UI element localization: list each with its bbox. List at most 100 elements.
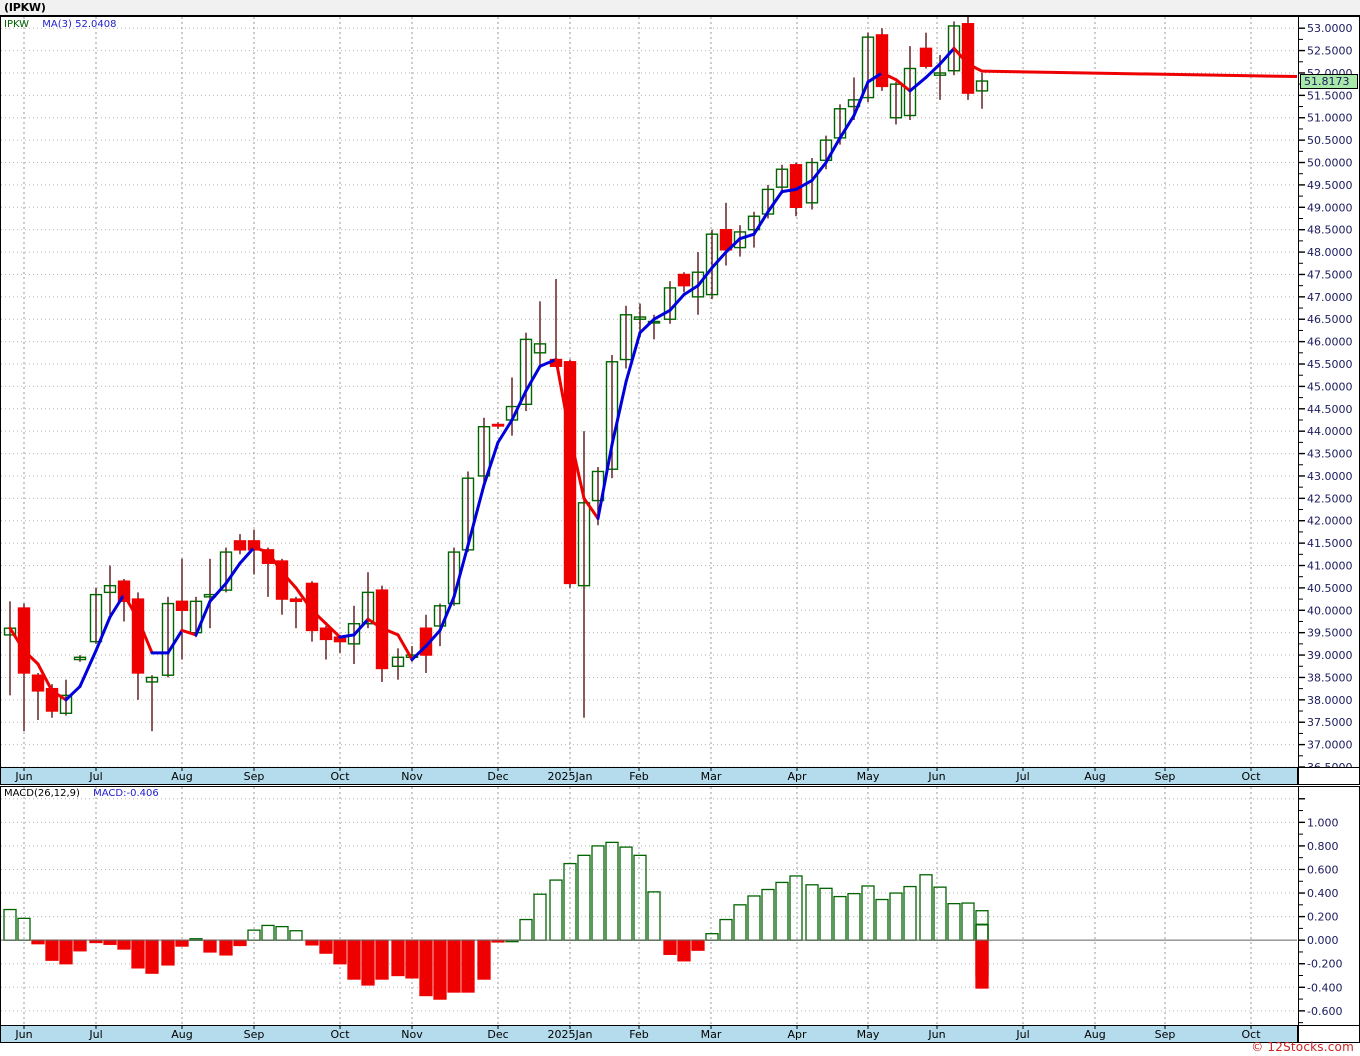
svg-text:46.5000: 46.5000 — [1307, 313, 1353, 326]
svg-text:51.0000: 51.0000 — [1307, 112, 1353, 125]
svg-text:-0.200: -0.200 — [1307, 958, 1342, 971]
svg-text:52.5000: 52.5000 — [1307, 45, 1353, 58]
svg-text:Apr: Apr — [787, 770, 807, 783]
svg-text:Sep: Sep — [1155, 1028, 1176, 1041]
svg-text:Jun: Jun — [927, 770, 945, 783]
current-price-badge: 51.8173 — [1300, 73, 1358, 89]
svg-text:1.000: 1.000 — [1307, 816, 1339, 829]
svg-text:38.0000: 38.0000 — [1307, 694, 1353, 707]
svg-text:41.0000: 41.0000 — [1307, 560, 1353, 573]
svg-text:50.5000: 50.5000 — [1307, 134, 1353, 147]
svg-text:Nov: Nov — [401, 770, 423, 783]
svg-text:2025Jan: 2025Jan — [548, 1028, 593, 1041]
price-x-axis: Jun Jul Aug Sep Oct Nov Dec 2025Jan Feb Mar Apr May… — [0, 768, 1298, 785]
price-legend-ma-value: 52.0408 — [75, 19, 117, 30]
macd-legend-value: MACD:-0.406 — [93, 788, 159, 799]
svg-text:Aug: Aug — [1084, 1028, 1105, 1041]
macd-legend: MACD(26,12,9) MACD:-0.406 — [4, 788, 159, 799]
svg-text:Oct: Oct — [1241, 770, 1261, 783]
macd-x-axis: Jun Jul Aug Sep Oct Nov Dec 2025Jan Feb Mar Apr May… — [0, 1026, 1298, 1043]
price-legend-symbol: IPKW — [4, 19, 30, 30]
svg-text:0.200: 0.200 — [1307, 911, 1339, 924]
macd-axis-canvas: 1.000 0.800 0.600 0.400 0.200 0.000 -0.200 -0.4… — [1299, 798, 1342, 1024]
svg-text:Oct: Oct — [1241, 1028, 1261, 1041]
svg-text:43.5000: 43.5000 — [1307, 448, 1353, 461]
svg-text:Nov: Nov — [401, 1028, 423, 1041]
macd-chart-canvas — [1, 787, 1297, 1025]
svg-text:Jul: Jul — [88, 770, 102, 783]
svg-text:39.0000: 39.0000 — [1307, 649, 1353, 662]
price-legend-ma-label: MA(3) — [42, 19, 72, 30]
svg-text:Dec: Dec — [487, 1028, 508, 1041]
svg-text:53.0000: 53.0000 — [1307, 22, 1353, 35]
svg-text:38.5000: 38.5000 — [1307, 671, 1353, 684]
svg-text:44.5000: 44.5000 — [1307, 403, 1353, 416]
price-x-axis-corner — [1298, 768, 1360, 785]
svg-text:37.5000: 37.5000 — [1307, 716, 1353, 729]
svg-text:44.0000: 44.0000 — [1307, 425, 1353, 438]
svg-text:Mar: Mar — [701, 770, 722, 783]
svg-text:Apr: Apr — [787, 1028, 807, 1041]
svg-text:2025Jan: 2025Jan — [548, 770, 593, 783]
svg-text:40.5000: 40.5000 — [1307, 582, 1353, 595]
svg-text:Feb: Feb — [629, 770, 648, 783]
svg-text:Jul: Jul — [88, 1028, 102, 1041]
svg-text:Jul: Jul — [1015, 770, 1029, 783]
svg-text:Jun: Jun — [927, 1028, 945, 1041]
macd-legend-label: MACD(26,12,9) — [4, 788, 80, 799]
price-legend: IPKW MA(3) 52.0408 — [4, 19, 116, 30]
svg-text:37.0000: 37.0000 — [1307, 739, 1353, 752]
svg-text:Mar: Mar — [701, 1028, 722, 1041]
svg-text:45.0000: 45.0000 — [1307, 380, 1353, 393]
svg-text:49.0000: 49.0000 — [1307, 201, 1353, 214]
svg-text:Sep: Sep — [244, 770, 265, 783]
svg-text:36.5000: 36.5000 — [1307, 761, 1353, 767]
macd-chart-panel[interactable] — [0, 786, 1298, 1026]
price-x-axis-canvas: Jun Jul Aug Sep Oct Nov Dec 2025Jan Feb Mar Apr May… — [14, 768, 1261, 783]
svg-text:-0.400: -0.400 — [1307, 981, 1342, 994]
svg-text:Aug: Aug — [171, 770, 192, 783]
svg-text:48.5000: 48.5000 — [1307, 224, 1353, 237]
svg-text:0.000: 0.000 — [1307, 934, 1339, 947]
svg-text:50.0000: 50.0000 — [1307, 157, 1353, 170]
macd-x-axis-canvas: Jun Jul Aug Sep Oct Nov Dec 2025Jan Feb Mar Apr May… — [14, 1026, 1261, 1041]
macd-axis: 1.000 0.800 0.600 0.400 0.200 0.000 -0.200 -0.4… — [1298, 786, 1360, 1026]
price-chart-panel[interactable] — [0, 16, 1298, 768]
svg-text:Sep: Sep — [1155, 770, 1176, 783]
price-axis: 53.000052.500052.000051.500051.000050.50… — [1298, 16, 1360, 768]
svg-text:40.0000: 40.0000 — [1307, 604, 1353, 617]
svg-text:41.5000: 41.5000 — [1307, 537, 1353, 550]
svg-text:Dec: Dec — [487, 770, 508, 783]
svg-text:51.5000: 51.5000 — [1307, 89, 1353, 102]
svg-text:Sep: Sep — [244, 1028, 265, 1041]
svg-text:Aug: Aug — [1084, 770, 1105, 783]
svg-text:46.0000: 46.0000 — [1307, 336, 1353, 349]
svg-text:0.800: 0.800 — [1307, 840, 1339, 853]
svg-text:47.5000: 47.5000 — [1307, 268, 1353, 281]
price-axis-canvas: 53.000052.500052.000051.500051.000050.50… — [1299, 22, 1353, 767]
svg-text:45.5000: 45.5000 — [1307, 358, 1353, 371]
svg-text:Aug: Aug — [171, 1028, 192, 1041]
svg-text:42.5000: 42.5000 — [1307, 492, 1353, 505]
svg-text:43.0000: 43.0000 — [1307, 470, 1353, 483]
svg-text:48.0000: 48.0000 — [1307, 246, 1353, 259]
svg-text:49.5000: 49.5000 — [1307, 179, 1353, 192]
svg-text:Feb: Feb — [629, 1028, 648, 1041]
svg-text:Oct: Oct — [330, 770, 350, 783]
window-titlebar: (IPKW) — [0, 0, 1360, 16]
svg-text:-0.600: -0.600 — [1307, 1005, 1342, 1018]
price-chart-canvas — [1, 17, 1297, 767]
svg-text:May: May — [857, 1028, 880, 1041]
svg-text:47.0000: 47.0000 — [1307, 291, 1353, 304]
svg-text:Jun: Jun — [14, 770, 32, 783]
watermark: © 12Stocks.com — [1251, 1040, 1354, 1054]
svg-text:42.0000: 42.0000 — [1307, 515, 1353, 528]
svg-text:May: May — [857, 770, 880, 783]
svg-text:Jun: Jun — [14, 1028, 32, 1041]
svg-text:Oct: Oct — [330, 1028, 350, 1041]
svg-text:Jul: Jul — [1015, 1028, 1029, 1041]
svg-text:39.5000: 39.5000 — [1307, 627, 1353, 640]
window-title: (IPKW) — [4, 1, 46, 14]
svg-text:0.400: 0.400 — [1307, 887, 1339, 900]
